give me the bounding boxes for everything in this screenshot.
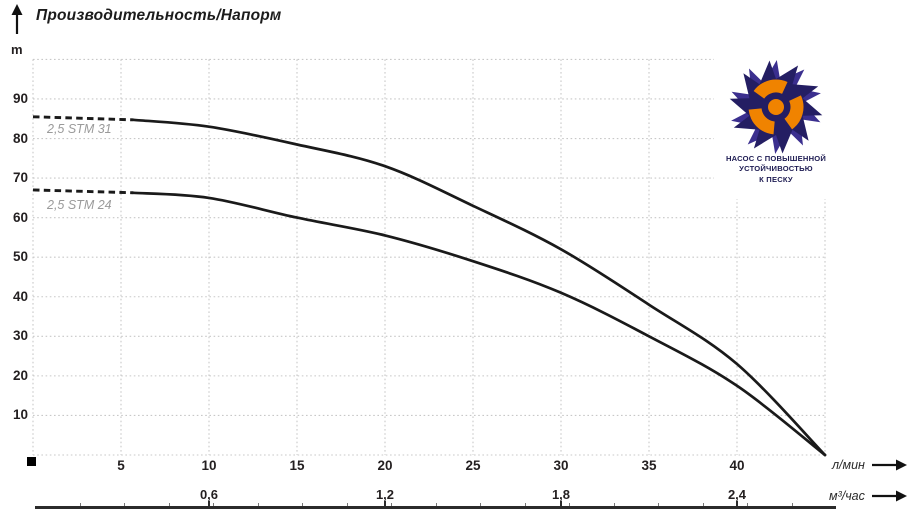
x-tick-label-m3h: 1,8 [551, 487, 571, 502]
x-tick-label-lmin: 20 [377, 458, 393, 473]
logo-impeller-swirl [748, 79, 804, 135]
secondary-axis-tick [736, 501, 738, 506]
secondary-axis-joint-mark [524, 503, 526, 506]
badge-text: НАСОС С ПОВЫШЕННОЙ УСТОЙЧИВОСТЬЮ К ПЕСКУ [726, 154, 826, 185]
chart-title: Производительность/Напорм [36, 7, 282, 24]
secondary-axis-joint-mark [168, 503, 170, 506]
y-tick-label: 20 [12, 367, 28, 383]
x-tick-label-lmin: 40 [729, 458, 745, 473]
logo-center-ring [761, 92, 791, 122]
secondary-axis-joint-mark [480, 503, 481, 506]
y-tick-label: 10 [12, 407, 28, 423]
secondary-axis-joint-mark [702, 503, 704, 506]
origin-square-marker [27, 457, 36, 466]
pump-impeller-logo-icon [729, 60, 823, 154]
secondary-axis-joint-mark [391, 503, 392, 506]
y-tick-label: 80 [12, 130, 28, 146]
y-axis-unit-label: m [11, 42, 23, 57]
secondary-axis-joint-mark [79, 503, 81, 506]
curve-dashed-segment-1 [32, 188, 134, 195]
badge-text-line3: К ПЕСКУ [759, 174, 793, 184]
logo-center-dot [768, 99, 784, 115]
x-tick-label-lmin: 15 [289, 458, 305, 473]
x-tick-label-m3h: 0,6 [199, 487, 219, 502]
secondary-axis-joint-mark [213, 503, 214, 506]
y-tick-label: 90 [12, 90, 28, 106]
secondary-axis-joint-mark [346, 503, 348, 506]
x-axis-secondary-arrow-icon [872, 490, 907, 502]
y-tick-label: 60 [12, 209, 28, 225]
curve-dashed-segment-0 [32, 115, 134, 122]
secondary-axis-joint-mark [569, 503, 570, 506]
secondary-axis-tick [384, 501, 386, 506]
secondary-axis-joint-mark [658, 503, 659, 506]
secondary-axis-joint-mark [613, 503, 615, 506]
x-tick-label-lmin: 5 [117, 458, 125, 473]
secondary-axis-joint-mark [435, 503, 437, 506]
y-tick-label: 30 [12, 328, 28, 344]
x-axis-secondary-unit-label: м³/час [829, 489, 865, 503]
secondary-axis-line [35, 506, 836, 509]
y-axis-up-arrow-icon [11, 4, 23, 34]
secondary-axis-joint-mark [302, 503, 303, 506]
secondary-axis-tick [208, 501, 210, 506]
y-tick-label: 50 [12, 249, 28, 265]
curve-path-0 [131, 118, 827, 457]
y-tick-label: 70 [12, 170, 28, 186]
series-label-stm24: 2,5 STM 24 [47, 198, 112, 212]
secondary-axis-joint-mark [257, 503, 259, 506]
y-tick-label: 40 [12, 288, 28, 304]
badge-text-line1: НАСОС С ПОВЫШЕННОЙ [725, 154, 827, 163]
curve-path-1 [131, 191, 827, 457]
secondary-axis-joint-mark [747, 503, 748, 506]
badge-text-line2: УСТОЙЧИВОСТЬЮ [739, 164, 813, 174]
secondary-axis-joint-mark [791, 503, 793, 506]
x-axis-primary-arrow-icon [872, 459, 907, 471]
x-tick-label-lmin: 30 [553, 458, 569, 473]
secondary-axis-tick [560, 501, 562, 506]
x-tick-label-lmin: 10 [201, 458, 217, 473]
x-tick-label-lmin: 25 [465, 458, 481, 473]
x-axis-primary-unit-label: л/мин [832, 458, 865, 472]
sand-resistance-badge: НАСОС С ПОВЫШЕННОЙ УСТОЙЧИВОСТЬЮ К ПЕСКУ [714, 57, 838, 199]
x-tick-label-m3h: 1,2 [375, 487, 395, 502]
x-tick-label-lmin: 35 [641, 458, 657, 473]
secondary-axis-joint-mark [124, 503, 125, 506]
x-tick-label-m3h: 2,4 [727, 487, 747, 502]
series-label-stm31: 2,5 STM 31 [47, 122, 112, 136]
